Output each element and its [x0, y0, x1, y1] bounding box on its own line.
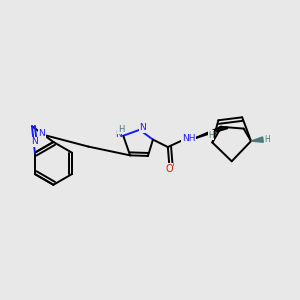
Text: *: * [214, 130, 217, 136]
Text: O: O [165, 164, 173, 174]
Text: H: H [208, 130, 214, 140]
Polygon shape [213, 127, 228, 133]
Polygon shape [209, 126, 222, 134]
Text: N: N [139, 123, 146, 132]
Text: N: N [115, 130, 122, 139]
Text: N: N [38, 130, 45, 139]
Text: H: H [264, 134, 270, 143]
Text: N: N [32, 137, 38, 146]
Text: H: H [118, 125, 124, 134]
Text: NH: NH [182, 134, 195, 142]
Polygon shape [251, 137, 263, 142]
